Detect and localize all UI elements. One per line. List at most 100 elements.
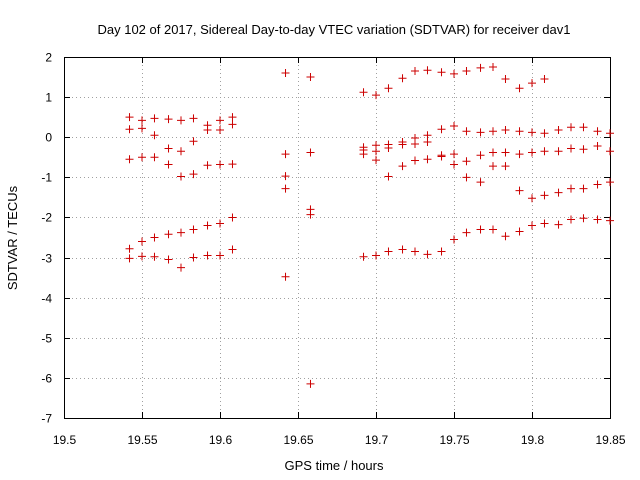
data-point [189,225,198,234]
data-point [437,68,446,77]
data-point [203,161,212,170]
x-tick-label: 19.55 [127,433,157,447]
data-point [164,255,173,264]
data-point [189,114,198,123]
y-tick-label: -7 [41,412,52,426]
data-point [125,155,134,164]
data-point [476,63,485,72]
data-point [150,114,159,123]
data-point [177,228,185,237]
data-point [359,150,368,159]
data-point [189,137,198,146]
data-point [306,379,315,388]
data-point [398,140,407,149]
data-point [476,225,485,234]
data-point [606,216,614,225]
data-point [593,215,602,224]
data-point [423,66,432,75]
data-point [476,178,485,187]
data-point [150,252,159,261]
data-point [450,69,458,78]
data-point [372,147,380,156]
data-point [189,170,198,179]
data-point [177,172,185,181]
data-point [579,145,588,154]
data-point [462,173,471,182]
data-point [593,127,602,136]
x-tick-label: 19.85 [595,433,625,447]
data-point [489,63,497,72]
data-point [138,116,146,125]
data-point [423,155,432,164]
data-point [150,153,159,162]
y-tick-label: -5 [41,332,52,346]
data-points [125,63,614,388]
data-point [398,162,407,171]
x-tick-label: 19.5 [53,433,77,447]
data-point [138,237,146,246]
data-point [228,213,237,222]
data-point [528,221,536,230]
data-point [384,247,393,256]
data-point [189,253,198,262]
data-point [540,219,549,228]
chart-title: Day 102 of 2017, Sidereal Day-to-day VTE… [97,22,570,37]
data-point [489,148,497,157]
data-point [216,251,224,260]
data-point [501,75,510,84]
y-tick-label: -1 [41,171,52,185]
plot-frame [64,57,611,419]
data-point [164,230,173,239]
data-point [125,113,134,122]
data-point [540,191,549,200]
x-tick-label: 19.6 [209,433,233,447]
data-point [306,210,315,219]
y-tick-label: -3 [41,252,52,266]
data-point [567,144,575,153]
data-point [540,75,549,84]
axis-ticks [64,57,611,419]
data-point [606,129,614,138]
data-point [306,73,315,82]
data-point [540,129,549,138]
data-point [606,178,614,187]
data-point [501,148,510,157]
data-point [554,220,563,229]
data-point [359,252,368,261]
data-point [411,140,419,149]
data-point [476,151,485,160]
data-point [216,126,224,135]
data-point [501,232,510,241]
x-tick-labels: 19.5 19.55 19.6 19.65 19.7 19.75 19.8 19.85 [53,433,626,447]
data-point [203,221,212,230]
data-point [528,148,536,157]
data-point [423,138,432,147]
data-point [164,144,173,153]
data-point [593,180,602,189]
data-point [437,125,446,134]
data-point [554,147,563,156]
grid [64,57,610,418]
data-point [579,123,588,132]
data-point [540,147,549,156]
y-tick-label: 2 [45,51,52,65]
data-point [138,252,146,261]
data-point [528,194,536,203]
data-point [138,153,146,162]
data-point [228,120,237,129]
data-point [372,251,380,260]
data-point [423,131,432,140]
data-point [228,245,237,254]
data-point [359,88,368,97]
data-point [579,214,588,223]
data-point [216,116,224,125]
data-point [228,160,237,169]
data-point [372,156,380,165]
data-point [384,84,393,93]
data-point [606,147,614,156]
data-point [489,127,497,136]
data-point [125,244,134,253]
data-point [462,228,471,237]
data-point [177,116,185,125]
